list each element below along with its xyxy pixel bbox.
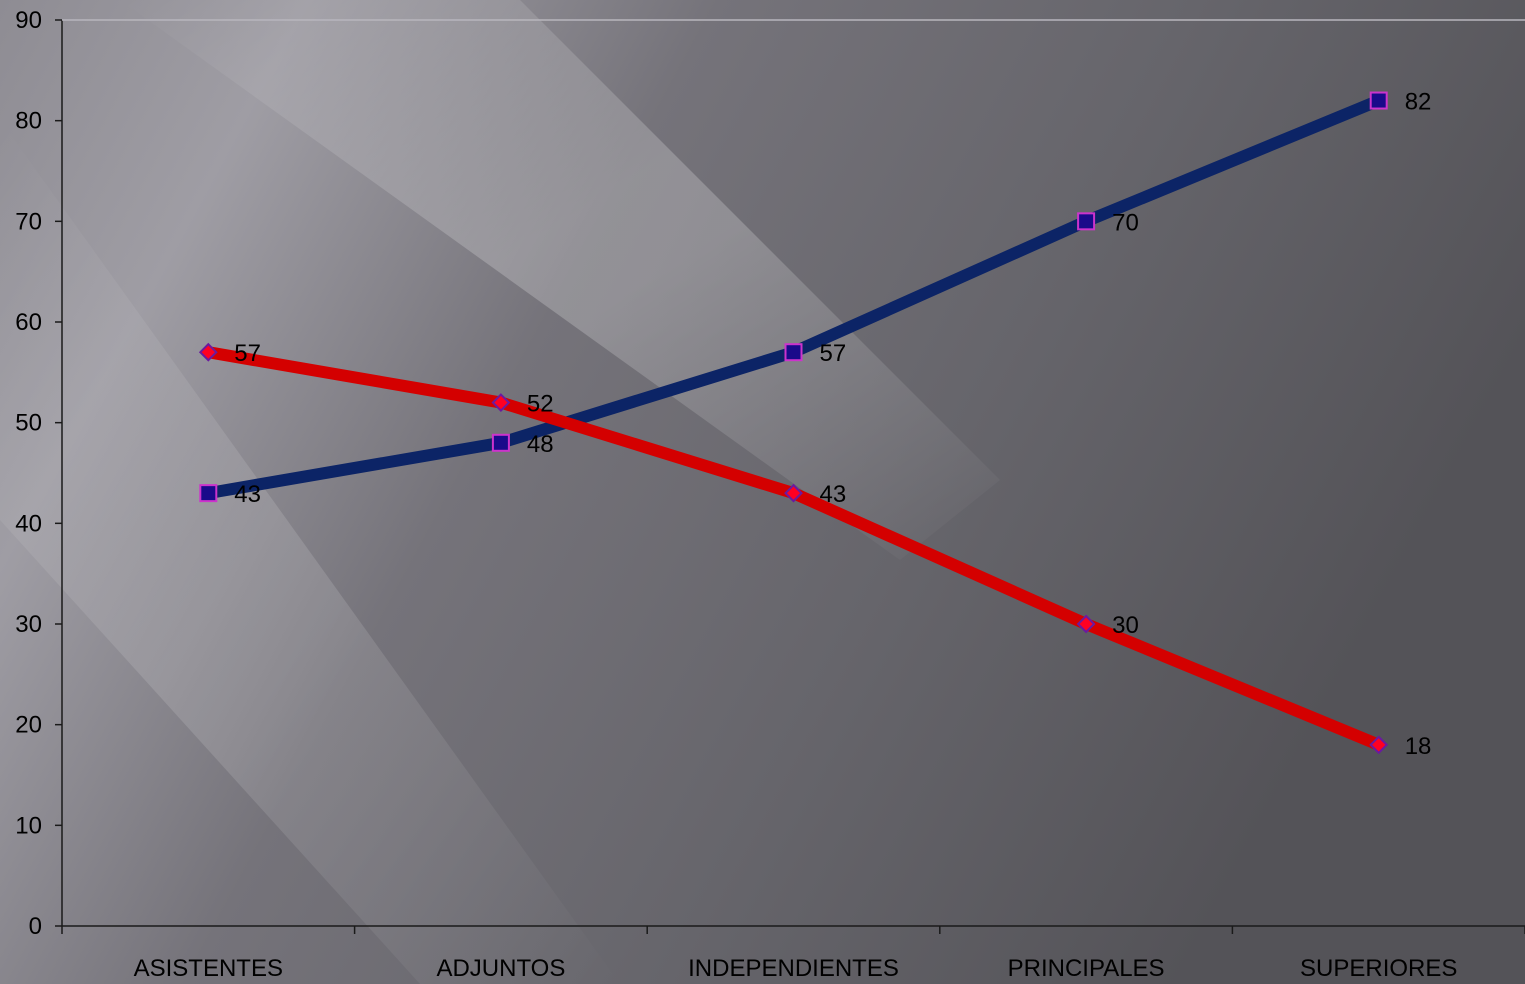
y-tick-label: 30 [15,611,42,638]
labels-layer: 43 48 57 70 82 57 52 43 30 18 [234,89,1431,760]
y-tick-label: 10 [15,812,42,839]
data-label: 48 [527,431,554,458]
y-tick-label: 40 [15,510,42,537]
data-label: 43 [234,481,261,508]
y-tick-label: 50 [15,410,42,437]
background-sheen-2 [0,120,620,984]
y-tick-label: 80 [15,108,42,135]
x-category-label: ASISTENTES [134,955,283,982]
data-label: 70 [1112,209,1139,236]
series-marker [199,484,218,503]
data-label: 30 [1112,612,1139,639]
series-marker [784,343,803,362]
data-label: 57 [234,340,261,367]
y-tick-label: 90 [15,7,42,34]
series-marker [491,433,510,452]
y-tick-label: 0 [29,913,42,940]
x-category-label: PRINCIPALES [1008,955,1165,982]
data-label: 52 [527,391,554,418]
data-label: 82 [1405,89,1432,116]
axes: 0 10 20 30 40 50 60 70 80 90 ASISTENTES ADJUNTOS IND… [15,7,1525,982]
series-marker [1369,735,1389,755]
x-category-label: INDEPENDIENTES [688,955,899,982]
data-label: 43 [820,481,847,508]
x-category-label: SUPERIORES [1300,955,1457,982]
series-marker [784,483,803,503]
series-marker [1077,212,1096,231]
y-tick-label: 20 [15,712,42,739]
y-tick-label: 60 [15,309,42,336]
series-marker [1369,91,1388,110]
series-marker [198,342,218,362]
data-label: 57 [820,340,847,367]
data-label: 18 [1405,733,1432,760]
background-sheen [120,0,1000,560]
x-category-label: ADJUNTOS [436,955,565,982]
series-marker [491,393,511,412]
series-marker [1076,614,1096,634]
y-tick-label: 70 [15,208,42,235]
series-layer [198,91,1389,755]
